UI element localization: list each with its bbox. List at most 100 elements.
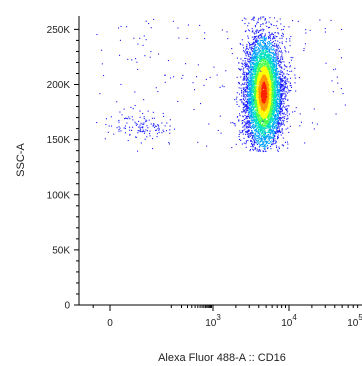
event-dot: [267, 58, 269, 60]
event-dot: [280, 23, 282, 25]
event-dot: [239, 68, 241, 70]
event-dot: [281, 41, 283, 43]
event-dot: [281, 103, 283, 105]
event-dot: [248, 136, 250, 138]
event-dot: [253, 136, 255, 138]
event-dot: [252, 59, 254, 61]
event-dot: [252, 53, 254, 55]
event-dot: [254, 106, 256, 108]
event-dot: [247, 86, 249, 88]
event-dot: [256, 58, 258, 60]
event-dot: [250, 58, 252, 60]
event-dot: [250, 74, 252, 76]
event-dot: [241, 123, 243, 125]
event-dot: [275, 74, 277, 76]
event-dot: [251, 122, 253, 124]
event-dot: [248, 42, 250, 44]
event-dot: [272, 76, 274, 78]
event-dot: [257, 87, 259, 89]
event-dot: [247, 48, 249, 50]
event-dot: [241, 120, 243, 122]
event-dot: [255, 124, 257, 126]
event-dot: [261, 107, 263, 109]
event-dot: [249, 102, 251, 104]
event-dot: [256, 31, 258, 33]
event-dot: [256, 64, 258, 66]
event-dot: [281, 131, 283, 133]
event-dot: [249, 127, 251, 129]
event-dot: [275, 140, 277, 142]
event-dot: [251, 31, 253, 33]
event-dot: [275, 118, 277, 120]
event-dot: [257, 41, 259, 43]
event-dot: [264, 105, 266, 107]
event-dot: [242, 63, 244, 65]
event-dot: [262, 123, 264, 125]
event-dot: [254, 120, 256, 122]
event-dot: [252, 44, 254, 46]
event-dot: [245, 46, 247, 48]
event-dot: [269, 124, 271, 126]
event-dot: [254, 89, 256, 91]
event-dot: [259, 44, 261, 46]
event-dot: [247, 98, 249, 100]
event-dot: [249, 51, 251, 53]
event-dot: [274, 58, 276, 60]
event-dot: [281, 52, 283, 54]
event-dot: [259, 90, 261, 92]
event-dot: [275, 108, 277, 110]
event-dot: [279, 125, 281, 127]
event-dot: [271, 33, 273, 35]
event-dot: [278, 93, 280, 95]
event-dot: [255, 70, 257, 72]
event-dot: [253, 109, 255, 111]
event-dot: [277, 99, 279, 101]
event-dot: [265, 101, 267, 103]
event-dot: [274, 134, 276, 136]
event-dot: [243, 51, 245, 53]
event-dot: [282, 72, 284, 74]
event-dot: [283, 145, 285, 147]
event-dot: [261, 120, 263, 122]
event-dot: [260, 81, 262, 83]
event-dot: [260, 123, 262, 125]
event-dot: [253, 85, 255, 87]
event-dot: [251, 116, 253, 118]
event-dot: [274, 103, 276, 105]
event-dot: [272, 85, 274, 87]
event-dot: [241, 39, 243, 41]
event-dot: [259, 81, 261, 83]
event-dot: [255, 122, 257, 124]
event-dot: [264, 136, 266, 138]
event-dot: [283, 92, 285, 94]
event-dot: [264, 78, 266, 80]
event-dot: [279, 50, 281, 52]
event-dot: [254, 137, 256, 139]
event-dot: [249, 104, 251, 106]
event-dot: [245, 18, 247, 20]
event-dot: [257, 115, 259, 117]
event-dot: [257, 101, 259, 103]
event-dot: [248, 72, 250, 74]
event-dot: [251, 36, 253, 38]
event-dot: [267, 64, 269, 66]
event-dot: [250, 49, 252, 51]
event-dot: [260, 65, 262, 67]
event-dot: [262, 68, 264, 70]
event-dot: [278, 116, 280, 118]
event-dot: [257, 107, 259, 109]
event-dot: [267, 66, 269, 68]
event-dot: [280, 108, 282, 110]
event-dot: [280, 74, 282, 76]
event-dot: [251, 91, 253, 93]
event-dot: [239, 69, 241, 71]
event-dot: [261, 48, 263, 50]
event-dot: [277, 126, 279, 128]
event-dot: [275, 124, 277, 126]
event-dot: [272, 129, 274, 131]
event-dot: [246, 82, 248, 84]
event-dot: [279, 110, 281, 112]
event-dot: [256, 46, 258, 48]
event-dot: [265, 64, 267, 66]
event-dot: [269, 76, 271, 78]
